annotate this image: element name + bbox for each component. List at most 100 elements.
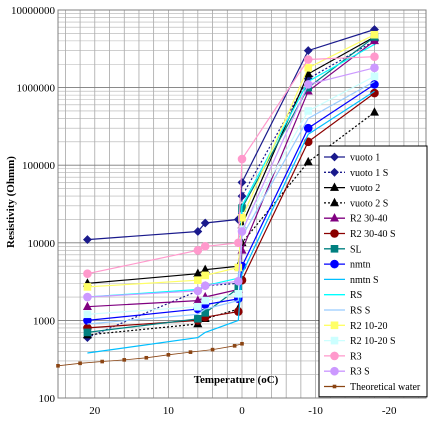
data-point [370,72,379,81]
legend-swatch-marker [330,336,339,345]
legend-entry: R2 30-40 S [324,229,396,240]
y-tick-label: 100000 [22,160,56,172]
data-point [237,177,247,187]
legend-label: RS S [350,306,370,317]
legend-entry: R2 10-20 S [324,336,396,347]
x-tick-label: -20 [382,405,397,417]
data-point [122,358,127,362]
legend-swatch-marker [330,182,339,191]
legend-entry: RS [324,290,362,301]
data-point [237,191,247,201]
data-point [194,314,202,323]
data-point [370,88,379,98]
y-axis-title: Resistivity (Ohmm) [5,156,17,248]
legend-entry: R2 30-40 [324,213,388,225]
data-point [234,276,243,286]
legend-label: Theoretical water [350,382,421,393]
data-point [304,107,313,115]
data-point [234,238,243,248]
series-10 [87,80,375,325]
data-point [200,218,210,228]
legend-label: vuoto 2 S [350,198,388,209]
legend-entry: nmtn [324,260,371,271]
data-point [234,263,243,272]
legend-label: vuoto 1 [350,153,380,164]
legend-label: vuoto 1 S [350,168,388,179]
x-axis-title: Temperature (oC) [194,374,279,386]
legend-label: R3 [350,351,362,362]
x-tick-label: 20 [89,405,101,417]
y-axis-ticks: 100 1000 10000 100000 1000000 10000000 [11,5,56,405]
series-line [87,90,375,354]
data-point [237,154,247,164]
legend-label: nmtn [350,260,371,271]
data-point [370,52,379,62]
series-14 [83,63,379,302]
legend-entry: vuoto 1 S [324,168,388,179]
legend-label: R2 30-40 S [350,229,396,240]
series-line [57,343,243,367]
legend-label: R2 10-20 S [350,336,396,347]
data-point [303,55,313,64]
data-point [83,235,92,245]
x-axis-ticks: 20 10 0 -10 -20 [89,405,397,417]
legend-entry: SL [324,244,362,255]
series-11 [83,30,379,291]
data-point [234,290,243,298]
data-point [83,310,92,319]
data-point [210,347,215,352]
legend-entry: vuoto 1 [324,153,380,164]
data-point [193,227,203,236]
data-point [303,46,313,55]
data-point [201,296,209,305]
x-tick-label: 0 [239,405,245,417]
data-point [194,302,202,311]
legend-label: vuoto 2 [350,183,380,194]
legend-swatch-marker [330,351,339,361]
data-point [201,271,209,280]
data-point [193,246,203,255]
legend-entry: RS S [324,306,370,317]
data-point [83,292,92,302]
legend-label: nmtn S [350,275,379,286]
legend-swatch-marker [330,152,339,162]
y-tick-label: 10000000 [11,5,56,17]
data-point [200,242,210,251]
series-15 [56,341,244,368]
data-point [78,361,82,366]
data-point [83,328,92,337]
data-point [83,283,92,291]
data-point [83,269,92,278]
legend-swatch-marker [330,321,339,330]
data-point [240,341,244,346]
legend-entry: R3 [324,351,362,362]
data-point [370,30,379,39]
data-point [193,286,203,296]
data-point [369,107,379,116]
data-point [200,281,210,291]
legend-label: R3 S [350,367,370,378]
legend-entry: Theoretical water [324,382,421,393]
legend-label: R2 10-20 [350,321,388,332]
data-point [238,213,246,222]
data-point [188,350,193,354]
legend-swatch-marker [330,167,339,177]
series-layer [56,25,379,368]
data-point [166,353,171,357]
data-point [82,301,92,311]
data-point [303,80,313,89]
series-13 [83,52,379,278]
legend-swatch-marker [330,229,339,238]
legend-swatch-marker [330,197,339,207]
legend-swatch-marker [332,384,337,389]
y-tick-label: 1000 [33,315,56,327]
data-point [303,156,313,166]
legend-label: SL [350,244,362,255]
data-point [304,63,313,72]
data-point [194,276,202,284]
data-point [370,63,379,73]
data-point [144,355,149,360]
series-8 [87,90,375,354]
legend-entry: nmtn S [324,275,379,286]
legend: vuoto 1 vuoto 1 S vuoto 2 vuoto 2 S R2 30-40… [318,145,428,398]
